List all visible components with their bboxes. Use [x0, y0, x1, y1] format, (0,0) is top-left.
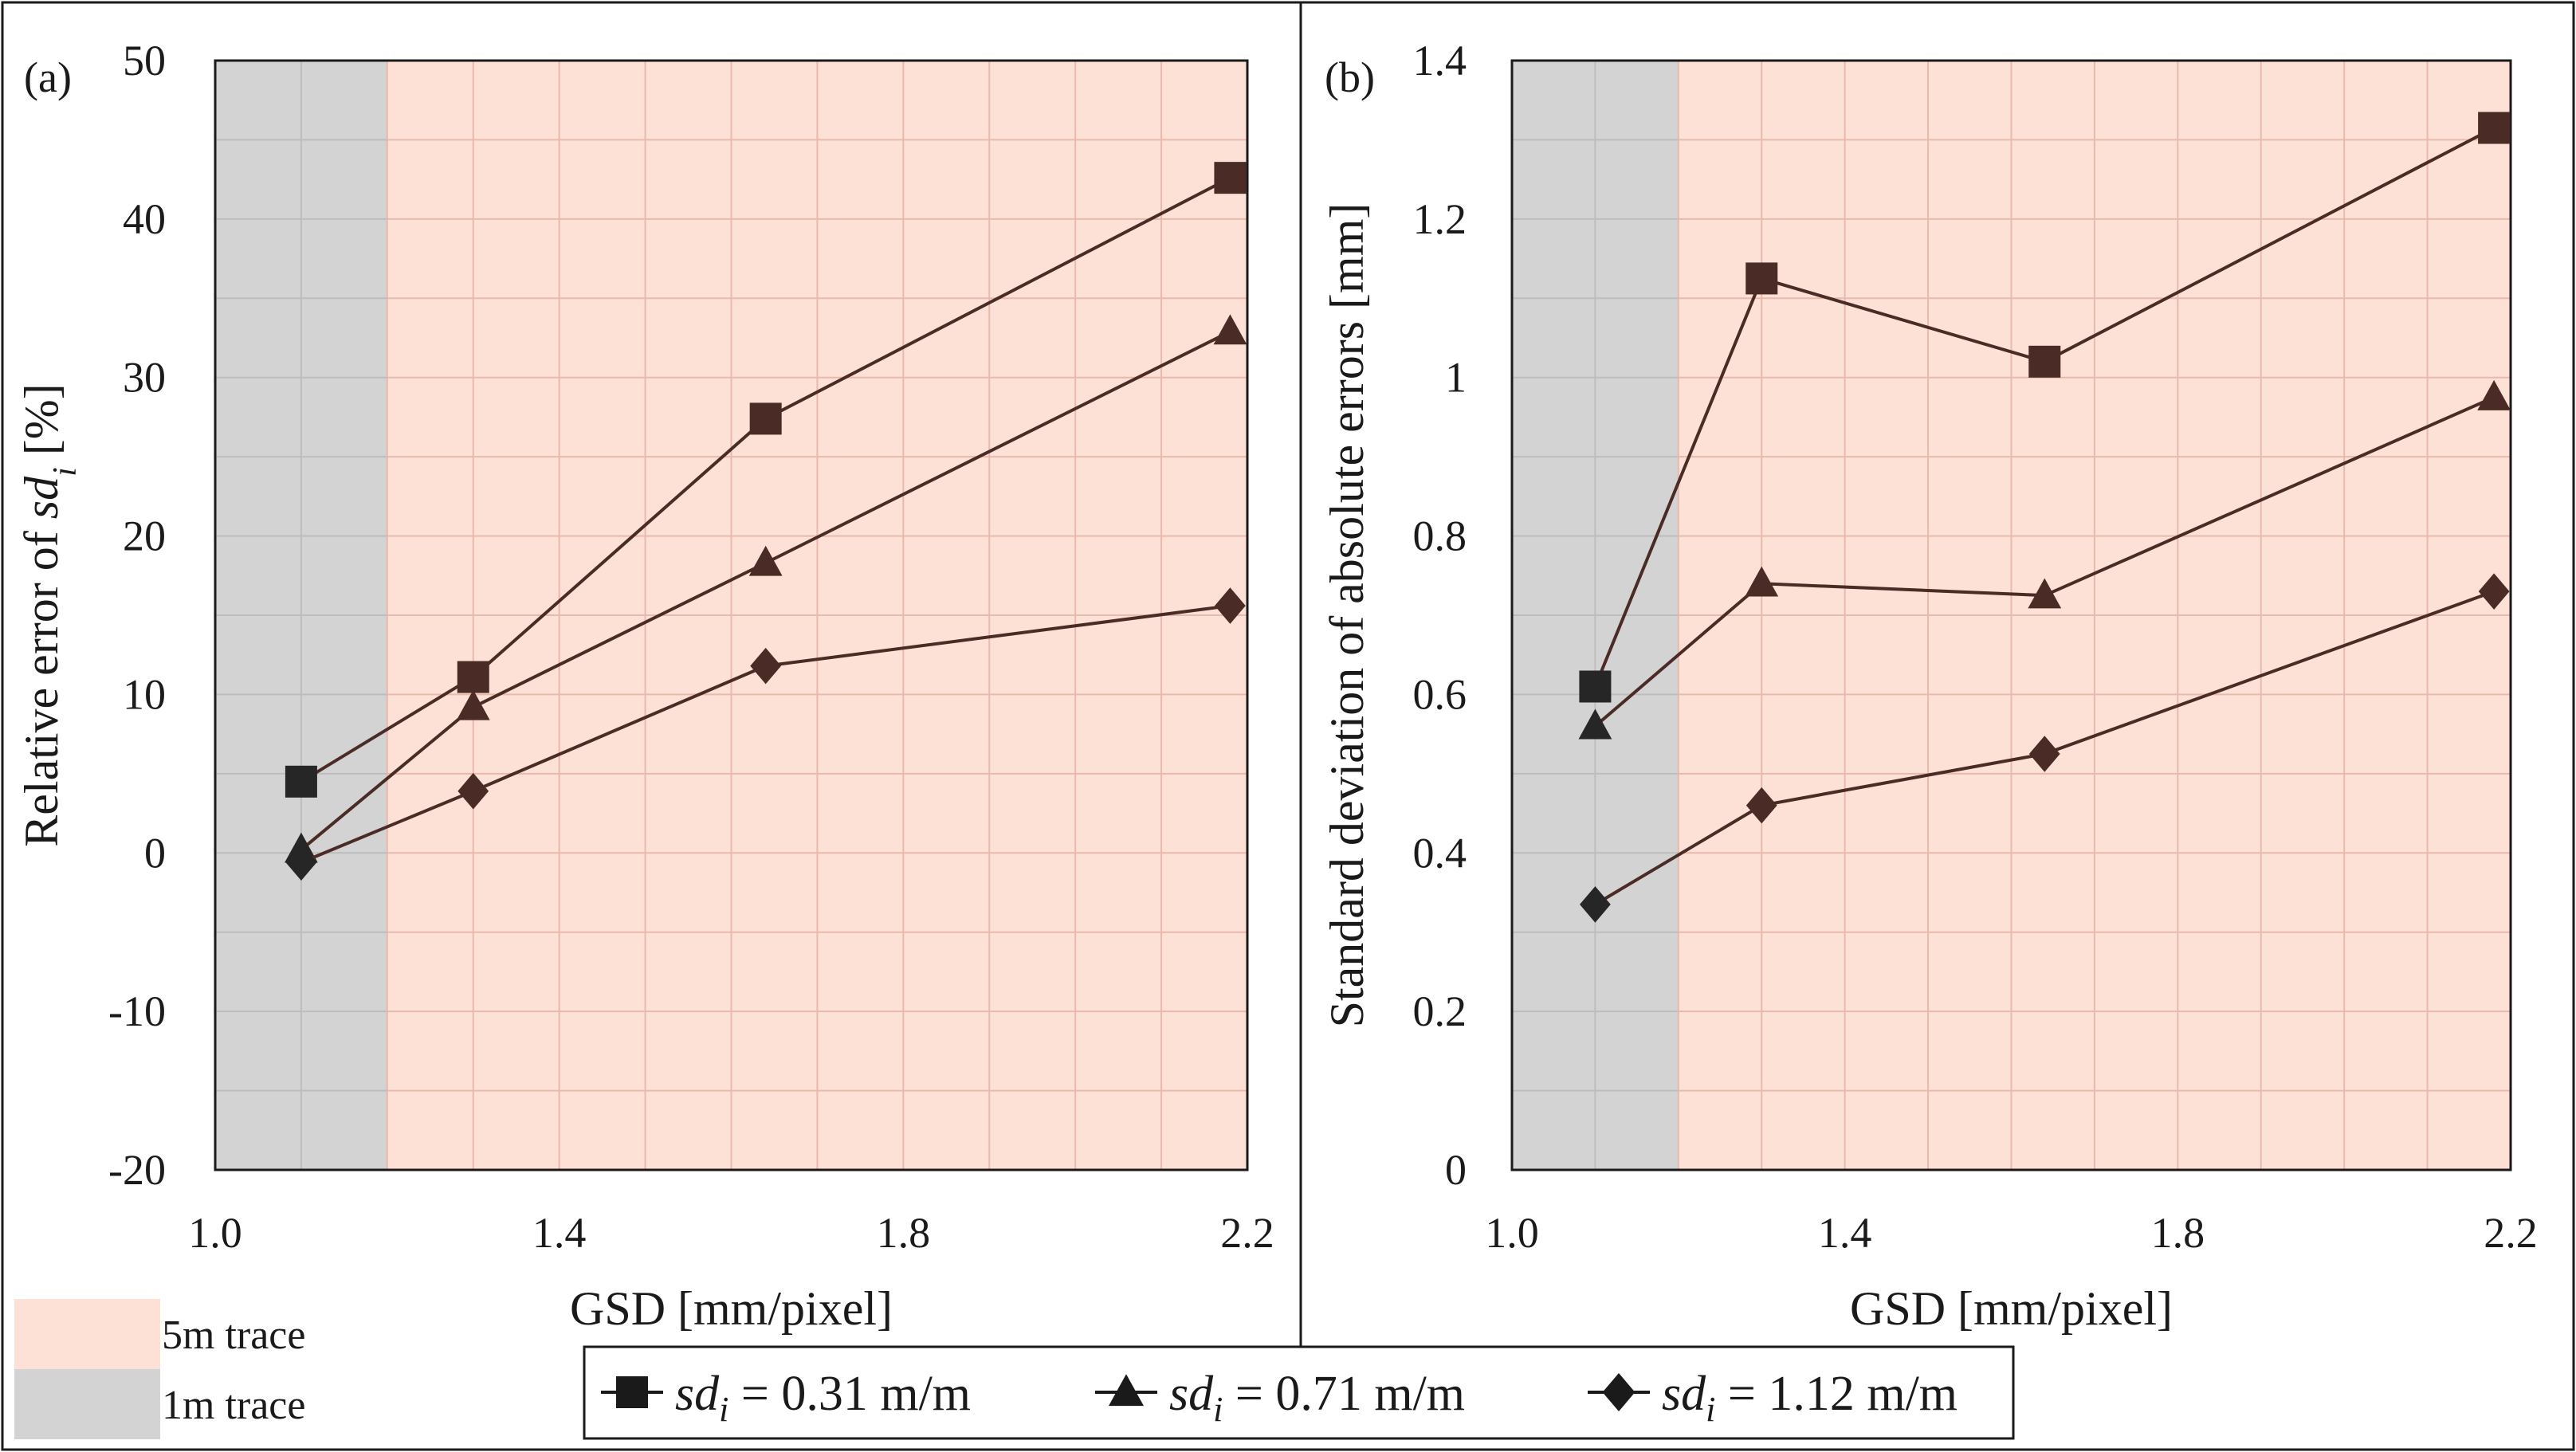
y-axis-title-part: i	[47, 467, 84, 477]
y-tick-label: 1.2	[1413, 195, 1467, 243]
x-tick-label: 1.4	[1818, 1209, 1872, 1257]
data-point-triangle	[1745, 566, 1779, 597]
legend-var: sd	[1169, 1367, 1214, 1421]
series-line	[300, 176, 1231, 783]
y-tick-label: 10	[123, 670, 166, 718]
chart-panel-a: -20 -10 0 10 20 30 40 50 1.0 1.4 1.8 2.2 GSD [mm/pix…	[15, 37, 1274, 1335]
series-legend: sdi = 0.31 m/m sdi = 0.71 m/m sdi = 1.12 m…	[583, 1345, 2015, 1440]
data-point-triangle	[1213, 314, 1247, 345]
y-tick-label: 50	[123, 37, 166, 84]
data-point-triangle	[456, 689, 490, 720]
legend-label: 1m trace	[162, 1383, 305, 1428]
y-axis-title: Relative error of sdi [%]	[15, 383, 84, 846]
series-line	[300, 330, 1231, 851]
y-axis-title-part: [%]	[15, 383, 68, 467]
data-point-square	[1579, 670, 1612, 703]
data-point-square	[749, 402, 782, 435]
y-tick-label: -10	[108, 987, 166, 1035]
plot-frame	[1510, 59, 2512, 1171]
x-tick-label: 1.0	[1485, 1209, 1539, 1257]
y-axis-title: Standard deviation of absolute errors [m…	[1321, 203, 1373, 1028]
legend-var: sd	[1662, 1367, 1706, 1421]
series-diamond	[285, 587, 1246, 881]
data-point-diamond	[457, 772, 489, 810]
series-line	[1593, 126, 2496, 688]
data-point-triangle	[2477, 379, 2511, 410]
y-tick-label: -20	[108, 1146, 166, 1194]
data-point-square	[1214, 162, 1247, 194]
data-point-diamond	[1580, 886, 1611, 923]
y-tick-label: 40	[123, 195, 166, 243]
data-point-diamond	[285, 844, 317, 881]
legend-sub: i	[1706, 1390, 1715, 1429]
y-tick-label: 0	[144, 829, 166, 877]
series-triangle	[1578, 379, 2511, 740]
y-tick-label: 0.4	[1413, 829, 1467, 877]
panel-label: (b)	[1325, 53, 1375, 101]
y-tick-label: 0	[1445, 1146, 1467, 1194]
data-point-square	[457, 661, 489, 693]
legend-label: sdi = 1.12 m/m	[1662, 1367, 1958, 1429]
data-point-diamond	[1215, 587, 1246, 624]
y-tick-label: 1	[1445, 354, 1467, 402]
y-tick-label: 30	[123, 354, 166, 402]
legend-label: sdi = 0.31 m/m	[675, 1367, 971, 1429]
gridlines	[1512, 61, 2511, 1170]
data-point-square	[2028, 345, 2061, 378]
y-tick-label: 1.4	[1413, 37, 1467, 84]
x-tick-label: 2.2	[2484, 1209, 2538, 1257]
series-legend-box	[583, 1345, 2015, 1440]
x-tick-label: 1.8	[2151, 1209, 2205, 1257]
series-line	[1594, 590, 2495, 906]
legend-label: sdi = 0.71 m/m	[1169, 1367, 1465, 1429]
legend-var: sd	[675, 1367, 720, 1421]
data-point-triangle	[748, 545, 783, 576]
x-axis-title: GSD [mm/pixel]	[570, 1282, 893, 1335]
y-tick-label: 0.8	[1413, 512, 1467, 560]
data-point-diamond	[750, 647, 782, 685]
y-tick-label: 0.2	[1413, 987, 1467, 1035]
x-tick-label: 2.2	[1220, 1209, 1274, 1257]
x-tick-label: 1.4	[532, 1209, 587, 1257]
y-axis-title-part: sd	[15, 476, 68, 519]
panel-label: (a)	[24, 53, 72, 101]
series-line	[300, 604, 1231, 865]
legend-marker-triangle	[1109, 1374, 1144, 1407]
legend-label: 5m trace	[162, 1313, 305, 1358]
data-point-triangle	[2028, 578, 2062, 609]
legend-value: = 0.71 m/m	[1223, 1367, 1465, 1421]
x-tick-label: 1.8	[877, 1209, 931, 1257]
y-axis-title-part: Standard deviation of absolute errors [m…	[1321, 203, 1373, 1028]
legend-value: = 1.12 m/m	[1715, 1367, 1958, 1421]
x-axis-title: GSD [mm/pixel]	[1850, 1282, 2173, 1335]
series-diamond	[1580, 573, 2510, 923]
data-point-diamond	[1745, 787, 1777, 824]
y-tick-label: 20	[123, 512, 166, 560]
legend-value: = 0.31 m/m	[728, 1367, 971, 1421]
data-point-square	[1745, 262, 1778, 295]
x-tick-label: 1.0	[188, 1209, 242, 1257]
legend-swatch-1m-trace	[14, 1369, 160, 1439]
chart-panel-b: 0 0.2 0.4 0.6 0.8 1 1.2 1.4 1.0 1.4 1.8 2.2 GSD [mm/…	[1321, 37, 2538, 1335]
background-legend: 5m trace 1m trace	[14, 1299, 305, 1439]
gridlines	[215, 61, 1247, 1170]
data-point-square	[285, 765, 317, 798]
series-square	[285, 162, 1247, 798]
legend-swatch-5m-trace	[14, 1299, 160, 1369]
legend-sub: i	[1213, 1390, 1223, 1429]
data-point-diamond	[2478, 573, 2510, 610]
legend-marker-diamond	[1602, 1373, 1636, 1411]
series-line	[1594, 395, 2495, 728]
data-point-diamond	[2028, 736, 2060, 772]
plot-frame	[214, 59, 1249, 1171]
data-point-square	[2478, 112, 2511, 144]
legend-marker-square	[616, 1376, 648, 1408]
y-tick-label: 0.6	[1413, 670, 1467, 718]
legend-sub: i	[719, 1390, 728, 1429]
y-axis-title-part: Relative error of	[15, 519, 68, 846]
data-point-triangle	[1578, 708, 1612, 740]
series-square	[1579, 112, 2511, 703]
